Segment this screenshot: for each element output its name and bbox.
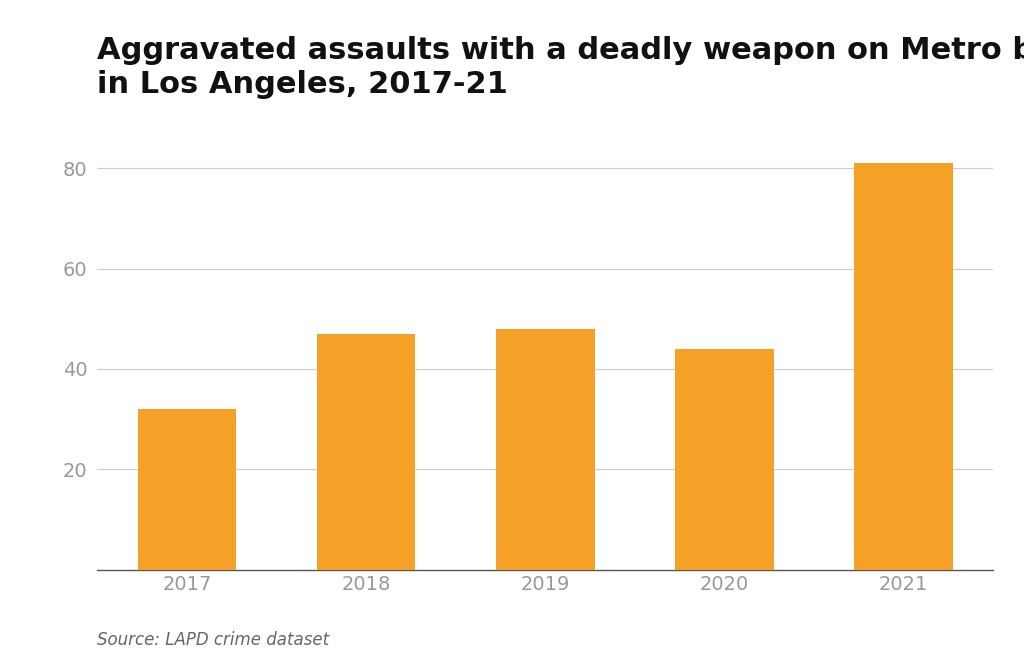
Bar: [317, 334, 416, 570]
Text: Aggravated assaults with a deadly weapon on Metro buses
in Los Angeles, 2017-21: Aggravated assaults with a deadly weapon…: [97, 36, 1024, 99]
Bar: [854, 163, 952, 570]
Text: Source: LAPD crime dataset: Source: LAPD crime dataset: [97, 631, 330, 649]
Bar: [675, 349, 773, 570]
Bar: [496, 329, 595, 570]
Bar: [138, 409, 237, 570]
